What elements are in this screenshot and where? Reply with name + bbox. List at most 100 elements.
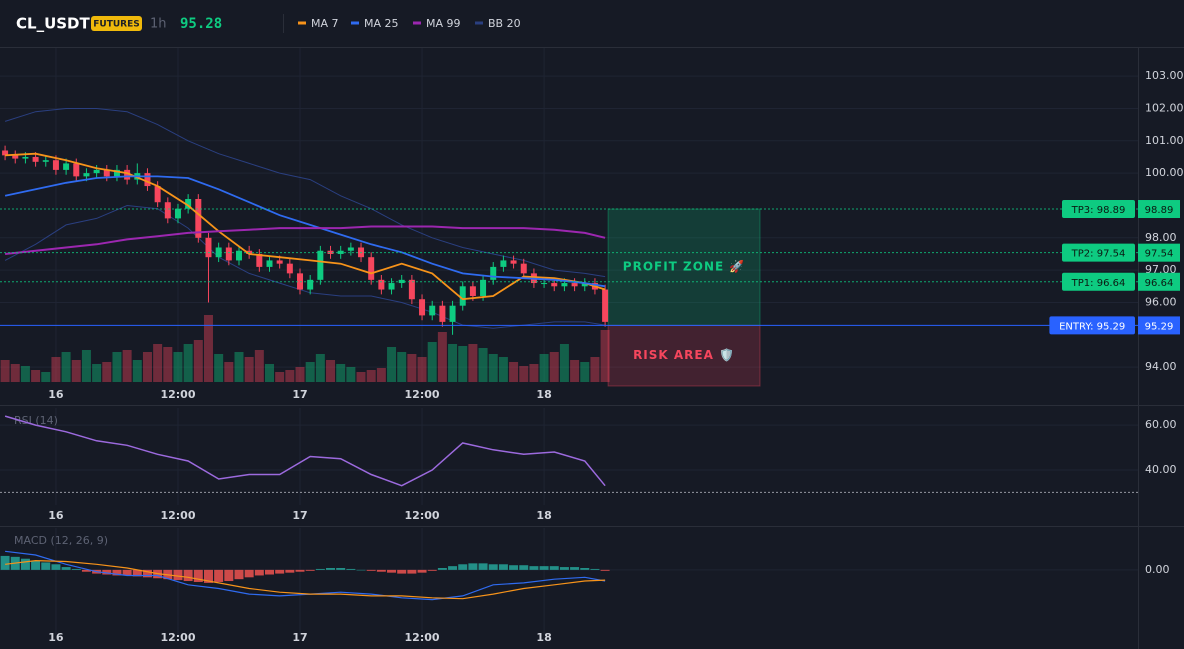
macd-histogram-bar <box>407 569 417 574</box>
x-tick-label: 16 <box>48 388 64 401</box>
x-tick-label: 16 <box>48 631 64 644</box>
macd-histogram-bar <box>132 569 142 577</box>
candle-body <box>317 250 324 280</box>
volume-bar <box>559 344 569 382</box>
y-tick-label: 40.00 <box>1145 463 1177 476</box>
macd-histogram-bar <box>590 568 600 570</box>
macd-histogram-bar <box>81 569 91 572</box>
macd-histogram-bar <box>559 567 569 570</box>
legend-label: MA 7 <box>311 17 339 30</box>
candle-body <box>103 169 110 177</box>
macd-histogram-bar <box>529 566 539 570</box>
macd-histogram-bar <box>41 562 51 570</box>
interval: 1h <box>150 17 167 32</box>
x-tick-label: 12:00 <box>160 388 195 401</box>
volume-bar <box>61 352 71 382</box>
macd-histogram-bar <box>214 569 224 582</box>
volume-bar <box>488 354 498 382</box>
volume-bar <box>397 352 407 382</box>
volume-bar <box>254 350 264 382</box>
volume-bar <box>203 315 213 382</box>
macd-histogram-bar <box>315 568 325 570</box>
level-label: ENTRY: 95.29 <box>1059 321 1125 332</box>
volume-bar <box>244 357 254 382</box>
candle-body <box>266 260 273 267</box>
macd-histogram-bar <box>458 564 468 570</box>
candle-body <box>113 169 120 177</box>
macd-histogram-bar <box>570 567 580 570</box>
macd-histogram-bar <box>51 564 61 570</box>
candle-body <box>459 286 466 306</box>
candle-body <box>164 202 171 219</box>
candle-body <box>571 283 578 287</box>
volume-bar <box>580 362 590 382</box>
candle-body <box>195 198 202 238</box>
level-label: TP2: 97.54 <box>1071 249 1126 260</box>
macd-histogram-bar <box>264 569 274 575</box>
last-price: 95.28 <box>180 16 222 32</box>
macd-histogram-bar <box>468 563 478 570</box>
macd-histogram-bar <box>600 569 610 571</box>
candle-body <box>439 305 446 322</box>
price-tag-label: 96.64 <box>1145 278 1174 289</box>
candle-body <box>144 173 151 187</box>
volume-bar <box>285 370 295 382</box>
macd-histogram-bar <box>20 558 30 570</box>
candle-body <box>256 253 263 267</box>
volume-bar <box>468 344 478 382</box>
symbol: CL_USDT <box>16 15 91 33</box>
volume-bar <box>305 362 315 382</box>
x-tick-label: 12:00 <box>405 509 440 522</box>
candle-body <box>124 169 131 180</box>
candle-body <box>368 257 375 280</box>
y-tick-label: 101.00 <box>1145 134 1184 147</box>
macd-histogram-bar <box>387 569 397 573</box>
candle-body <box>286 263 293 274</box>
macd-histogram-bar <box>275 569 285 574</box>
x-tick-label: 12:00 <box>160 631 195 644</box>
volume-bar <box>20 366 30 382</box>
macd-histogram-bar <box>498 564 508 570</box>
zone <box>607 324 761 387</box>
level-tag <box>1062 200 1135 219</box>
y-tick-label: 96.00 <box>1145 295 1177 308</box>
volume-bar <box>326 360 336 382</box>
candle-body <box>154 186 161 203</box>
volume-bar <box>417 357 427 382</box>
candle-body <box>480 279 487 296</box>
macd-histogram-bar <box>0 555 10 570</box>
candle-body <box>520 263 527 274</box>
volume-bar <box>590 357 600 382</box>
macd-histogram-bar <box>437 568 447 570</box>
volume-bar <box>71 360 81 382</box>
volume-bar <box>498 357 508 382</box>
volume-bar <box>81 350 91 382</box>
candle-body <box>52 160 59 170</box>
volume-bar <box>600 330 610 382</box>
macd-histogram-bar <box>31 560 41 570</box>
macd-histogram-bar <box>509 565 519 570</box>
volume-bar <box>366 370 376 382</box>
moving-average <box>5 152 606 301</box>
candle-body <box>561 283 568 287</box>
volume-bar <box>458 346 468 382</box>
macd-histogram-bar <box>519 565 529 570</box>
y-tick-label: 60.00 <box>1145 418 1177 431</box>
volume-bar <box>31 370 41 382</box>
volume-bar <box>92 364 102 382</box>
x-tick-label: 12:00 <box>160 509 195 522</box>
price-tag <box>1138 272 1180 291</box>
macd-histogram-bar <box>193 569 203 582</box>
macd-histogram-bar <box>448 566 458 570</box>
macd-histogram-bar <box>346 568 356 570</box>
macd-histogram-bar <box>397 569 407 574</box>
candle-body <box>42 160 49 162</box>
macd-histogram-bar <box>285 569 295 573</box>
candle-body <box>215 247 222 258</box>
volume-bar <box>509 362 519 382</box>
candle-body <box>22 156 29 159</box>
macd-histogram-bar <box>112 569 122 576</box>
candle-body <box>419 299 426 316</box>
volume-bar <box>427 342 437 382</box>
y-tick-label: 0.00 <box>1145 563 1170 576</box>
